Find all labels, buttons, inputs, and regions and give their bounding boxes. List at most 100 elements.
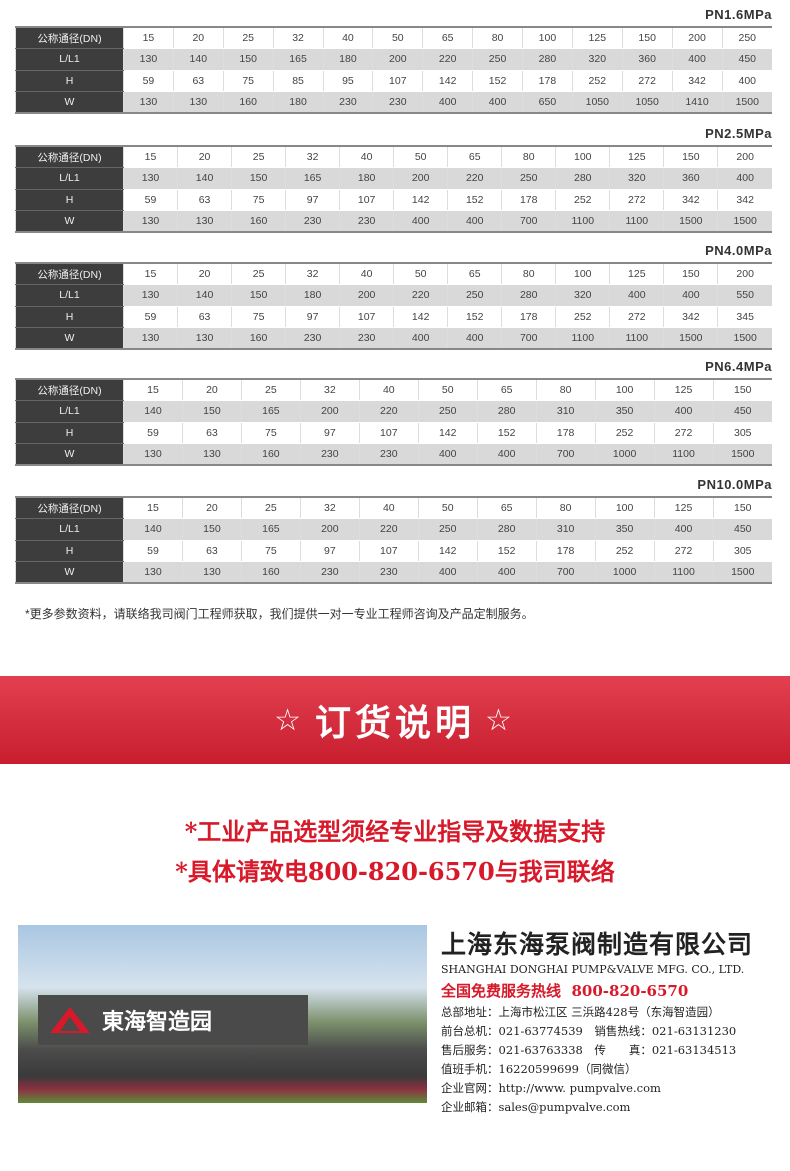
table-cell: 252 xyxy=(555,189,610,211)
table-cell: 59 xyxy=(123,422,183,444)
table-cell: 400 xyxy=(422,91,473,114)
table-cell: 342 xyxy=(663,306,718,328)
table-cell: 350 xyxy=(594,400,655,423)
table-cell: 180 xyxy=(272,91,323,114)
table-cell: 272 xyxy=(653,422,714,444)
table-cell: 400 xyxy=(447,210,502,233)
table-cell: 50 xyxy=(393,263,448,285)
spec-table: 公称通径(DN) 15 20 25 32 40 50 65 80 100 125 150 200 L/L1… xyxy=(15,262,772,350)
table-cell: 152 xyxy=(476,422,537,444)
table-cell: 32 xyxy=(299,379,360,401)
row-label: 公称通径(DN) xyxy=(15,379,124,401)
table-cell: 250 xyxy=(501,167,556,190)
table-cell: 342 xyxy=(717,189,772,211)
table-cell: 130 xyxy=(122,210,178,233)
table-row: W 130 130 160 230 230 400 400 700 1100 1100 1500 150… xyxy=(15,210,772,233)
table-row: W 130 130 160 230 230 400 400 700 1100 1100 1500 150… xyxy=(15,327,772,350)
phone-front: 前台总机：021-63774539 销售热线：021-63131230 xyxy=(441,1024,737,1038)
table-cell: 130 xyxy=(181,561,242,584)
table-cell: 230 xyxy=(299,561,360,584)
row-label: H xyxy=(15,540,124,562)
sign-text: 東海智造园 xyxy=(102,1009,213,1035)
table-cell: 178 xyxy=(535,422,596,444)
table-cell: 400 xyxy=(717,167,772,190)
table-cell: 125 xyxy=(609,146,664,168)
table-cell: 230 xyxy=(339,327,394,350)
table-cell: 230 xyxy=(372,91,423,114)
table-cell: 700 xyxy=(535,561,596,584)
company-name-en: SHANGHAI DONGHAI PUMP&VALVE MFG. CO., LT… xyxy=(441,963,745,976)
table-cell: 150 xyxy=(621,27,673,49)
table-cell: 130 xyxy=(123,443,183,466)
table-cell: 280 xyxy=(555,167,610,190)
table-cell: 40 xyxy=(358,379,419,401)
table-cell: 152 xyxy=(447,189,502,211)
spec-table-block: PN10.0MPa 公称通径(DN) 15 20 25 32 40 50 65 80 100 125 1… xyxy=(15,478,772,584)
table-cell: 180 xyxy=(285,284,340,307)
table-cell: 32 xyxy=(285,146,340,168)
table-cell: 230 xyxy=(339,210,394,233)
table-cell: 178 xyxy=(535,540,596,562)
row-label: H xyxy=(15,306,124,328)
table-cell: 400 xyxy=(476,443,537,466)
table-cell: 165 xyxy=(240,400,301,423)
table-cell: 65 xyxy=(447,263,502,285)
table-cell: 130 xyxy=(172,91,224,114)
table-cell: 50 xyxy=(417,379,478,401)
table-cell: 200 xyxy=(671,27,722,49)
table-cell: 100 xyxy=(522,27,573,49)
table-cell: 200 xyxy=(717,146,772,168)
pressure-title: PN1.6MPa xyxy=(705,7,772,22)
spec-table-block: PN1.6MPa 公称通径(DN) 15 20 25 32 40 50 65 80 100 125 15… xyxy=(15,8,772,114)
table-cell: 50 xyxy=(372,27,423,49)
table-cell: 400 xyxy=(476,561,537,584)
table-cell: 252 xyxy=(594,540,655,562)
table-cell: 150 xyxy=(712,497,772,519)
table-cell: 20 xyxy=(177,146,232,168)
spec-table: 公称通径(DN) 15 20 25 32 40 50 65 80 100 125 150 200 L/L1… xyxy=(15,145,772,233)
table-cell: 272 xyxy=(609,189,664,211)
table-cell: 150 xyxy=(231,167,286,190)
table-cell: 63 xyxy=(181,540,242,562)
email[interactable]: 企业邮箱：sales@pumpvalve.com xyxy=(441,1100,631,1114)
website[interactable]: 企业官网：http://www. pumpvalve.com xyxy=(441,1081,661,1095)
table-row: 公称通径(DN) 15 20 25 32 40 50 65 80 100 125 150 xyxy=(15,497,772,519)
table-cell: 63 xyxy=(177,306,232,328)
table-cell: 80 xyxy=(501,263,556,285)
table-cell: 1500 xyxy=(721,91,772,114)
table-cell: 400 xyxy=(472,91,523,114)
row-label: L/L1 xyxy=(15,167,124,190)
table-row: H 59 63 75 97 107 142 152 178 252 272 305 xyxy=(15,422,772,444)
table-cell: 220 xyxy=(358,400,419,423)
table-cell: 140 xyxy=(172,48,224,71)
table-cell: 107 xyxy=(358,540,419,562)
table-cell: 230 xyxy=(358,561,419,584)
table-cell: 20 xyxy=(172,27,224,49)
table-cell: 1500 xyxy=(717,327,772,350)
table-cell: 142 xyxy=(422,70,473,92)
table-cell: 97 xyxy=(299,422,360,444)
table-cell: 252 xyxy=(594,422,655,444)
table-cell: 80 xyxy=(472,27,523,49)
footnote: *更多参数资料，请联络我司阀门工程师获取，我们提供一对一专业工程师咨询及产品定制… xyxy=(25,607,534,621)
table-cell: 75 xyxy=(240,540,301,562)
table-cell: 450 xyxy=(712,400,772,423)
table-cell: 305 xyxy=(712,422,772,444)
spec-table-block: PN4.0MPa 公称通径(DN) 15 20 25 32 40 50 65 80 100 125 15… xyxy=(15,244,772,350)
table-cell: 130 xyxy=(123,48,174,71)
table-cell: 200 xyxy=(299,400,360,423)
table-row: L/L1 140 150 165 200 220 250 280 310 350 400 450 xyxy=(15,400,772,423)
table-cell: 400 xyxy=(663,284,718,307)
table-cell: 250 xyxy=(447,284,502,307)
table-cell: 320 xyxy=(571,48,623,71)
table-cell: 85 xyxy=(272,70,323,92)
table-cell: 59 xyxy=(122,189,178,211)
table-cell: 100 xyxy=(594,379,655,401)
table-cell: 178 xyxy=(522,70,573,92)
row-label: 公称通径(DN) xyxy=(15,146,124,168)
table-cell: 59 xyxy=(123,540,183,562)
spec-table: 公称通径(DN) 15 20 25 32 40 50 65 80 100 125 150 200 250 L… xyxy=(15,26,772,114)
table-cell: 142 xyxy=(393,189,448,211)
table-cell: 160 xyxy=(240,561,301,584)
table-cell: 360 xyxy=(663,167,718,190)
